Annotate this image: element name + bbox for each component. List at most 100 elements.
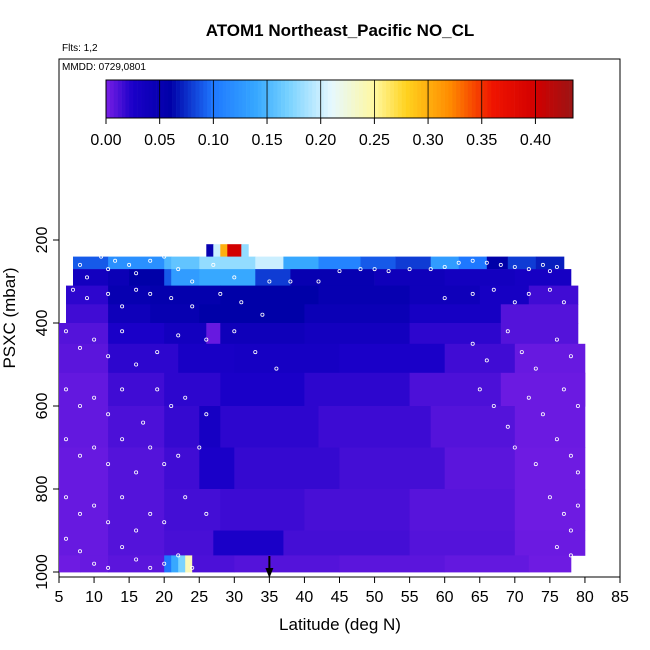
colorbar-segment [172, 80, 177, 118]
colorbar-segment [358, 80, 364, 118]
colorbar-segment [386, 80, 391, 118]
sample-point [92, 337, 97, 342]
colorbar-segment [121, 80, 126, 118]
sample-point [204, 511, 209, 516]
sample-point [253, 350, 258, 355]
sample-point [162, 254, 167, 259]
heatmap-cell [227, 244, 242, 258]
heatmap-cell [178, 343, 235, 374]
heatmap-cell [444, 343, 516, 374]
colorbar-segment [304, 80, 309, 118]
colorbar-segment [460, 80, 465, 118]
heatmap-cell [108, 447, 165, 490]
colorbar-segment [156, 80, 161, 118]
sample-point [169, 403, 174, 408]
colorbar-segment [296, 80, 301, 118]
heatmap-cell [444, 447, 516, 490]
sample-point [204, 412, 209, 417]
sample-point [540, 412, 545, 417]
heatmap-cell [500, 372, 586, 407]
sample-point [547, 287, 552, 292]
heatmap-cell [409, 285, 481, 305]
colorbar-segment [187, 80, 192, 118]
sample-point [106, 267, 111, 272]
colorbar-tick-label: 0.15 [251, 132, 282, 149]
sample-point [211, 262, 216, 267]
sample-point [120, 545, 125, 550]
heatmap-cell [409, 489, 516, 531]
heatmap-cell [59, 372, 109, 407]
sample-point [575, 470, 580, 475]
heatmap-cell [514, 530, 586, 556]
x-tick-label: 35 [260, 589, 278, 606]
heatmap-cell [164, 372, 221, 407]
sample-point [274, 366, 279, 371]
colorbar-segment [195, 80, 200, 118]
colorbar-segment [261, 80, 266, 118]
sample-point [99, 254, 104, 259]
colorbar-tick-label: 0.35 [466, 132, 497, 149]
x-tick-label: 30 [225, 589, 243, 606]
heatmap-cell [500, 323, 579, 345]
sample-point [134, 557, 139, 562]
sample-point [71, 287, 76, 292]
heatmap-cell [290, 269, 375, 287]
colorbar-segment [444, 80, 449, 118]
heatmap-cell [108, 530, 165, 556]
sample-point [78, 511, 83, 516]
sample-point [64, 387, 69, 392]
sample-point [568, 354, 573, 359]
sample-point [442, 264, 447, 269]
heatmap-cell [59, 343, 109, 374]
colorbar-segment [335, 80, 340, 118]
sample-point [197, 445, 202, 450]
x-tick-label: 20 [155, 589, 173, 606]
colorbar-segment [152, 80, 157, 118]
colorbar-segment [323, 80, 329, 118]
sample-point [127, 262, 132, 267]
sample-point [561, 511, 566, 516]
colorbar-tick-label: 0.20 [305, 132, 336, 149]
colorbar-segment [253, 80, 259, 118]
colorbar-segment [137, 80, 142, 118]
x-tick-label: 60 [436, 589, 454, 606]
sample-point [106, 291, 111, 296]
colorbar-segment [281, 80, 286, 118]
x-tick-label: 25 [190, 589, 208, 606]
heatmap-cell [304, 323, 410, 345]
colorbar-segment [203, 80, 208, 118]
heatmap-cell [255, 269, 291, 287]
sample-point [491, 287, 496, 292]
heatmap-cell [59, 323, 109, 345]
x-tick-label: 45 [331, 589, 349, 606]
sample-point [134, 362, 139, 367]
y-tick-label: 800 [34, 476, 51, 503]
colorbar-segment [569, 80, 574, 118]
colorbar-segment [249, 80, 255, 118]
sample-point [162, 561, 167, 566]
colorbar-segment [312, 80, 317, 118]
sample-point [554, 545, 559, 550]
sample-point [407, 267, 412, 272]
colorbar-segment [125, 80, 130, 118]
sample-point [176, 553, 181, 558]
heatmap-cell [108, 406, 165, 448]
sample-point [505, 424, 510, 429]
sample-point [358, 267, 363, 272]
colorbar-tick-label: 0.25 [359, 132, 390, 149]
colorbar-segment [464, 80, 469, 118]
latitude-arrow [265, 556, 274, 578]
heatmap-cell [59, 489, 109, 531]
colorbar-segment [160, 80, 165, 118]
heatmap-cell [164, 447, 200, 490]
heatmap-cell [73, 269, 109, 287]
sample-point [120, 329, 125, 334]
colorbar-segment [191, 80, 196, 118]
heatmap-cell [234, 447, 340, 490]
heatmap-cell [409, 372, 502, 407]
sample-point [533, 366, 538, 371]
colorbar-segment [308, 80, 313, 118]
heatmap-cell [164, 269, 172, 287]
heatmap-cell [304, 372, 410, 407]
